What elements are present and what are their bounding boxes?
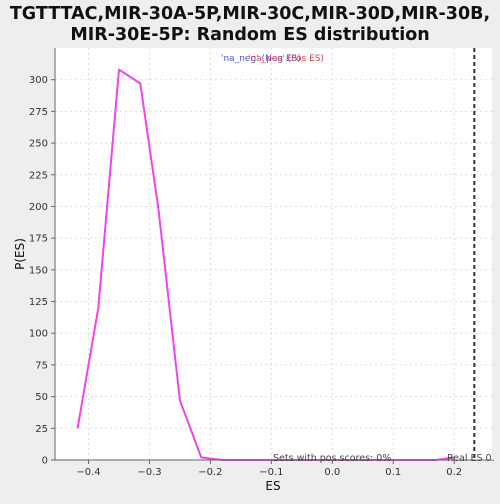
pos-scores-annotation: Sets with pos scores: 0% bbox=[273, 453, 391, 464]
y-tick-label-1: 25 bbox=[35, 424, 48, 435]
chart-title-line-1: TGTTTAC,MIR-30A-5P,MIR-30C,MIR-30D,MIR-3… bbox=[10, 4, 490, 24]
x-axis-label: ES bbox=[265, 479, 280, 493]
x-tick-label-3: −0.1 bbox=[259, 467, 283, 478]
y-tick-label-10: 250 bbox=[29, 139, 48, 150]
legend-entry-neg: 'na_neg' (Neg ES) bbox=[221, 54, 301, 64]
y-axis-label: P(ES) bbox=[13, 238, 27, 270]
ticks-layer: 0 25 50 75 100 125 150 175 200 225 250 275 300 −0.4 −0… bbox=[29, 75, 462, 478]
y-tick-label-6: 150 bbox=[29, 265, 48, 276]
x-tick-label-5: 0.1 bbox=[385, 467, 401, 478]
real-es-label: Real ES 0. bbox=[447, 453, 495, 464]
axes-layer bbox=[54, 48, 492, 461]
y-tick-label-9: 225 bbox=[29, 170, 48, 181]
y-tick-label-12: 300 bbox=[29, 75, 48, 86]
y-tick-label-11: 275 bbox=[29, 107, 48, 118]
y-tick-label-8: 200 bbox=[29, 202, 48, 213]
legend-entry-pos: 'na_pos' (Pos ES) bbox=[248, 54, 324, 64]
y-tick-label-0: 0 bbox=[42, 456, 48, 467]
x-tick-label-4: 0.0 bbox=[324, 467, 340, 478]
y-tick-label-7: 175 bbox=[29, 234, 48, 245]
chart-title-line-2: MIR-30E-5P: Random ES distribution bbox=[70, 25, 429, 45]
y-tick-label-2: 50 bbox=[35, 392, 48, 403]
y-tick-label-5: 125 bbox=[29, 297, 48, 308]
grid-layer bbox=[55, 48, 492, 460]
x-tick-label-0: −0.4 bbox=[76, 467, 100, 478]
x-tick-label-1: −0.3 bbox=[137, 467, 161, 478]
y-tick-label-4: 100 bbox=[29, 329, 48, 340]
x-tick-label-6: 0.2 bbox=[446, 467, 462, 478]
y-tick-label-3: 75 bbox=[35, 360, 48, 371]
plot-area bbox=[55, 48, 492, 460]
x-tick-label-2: −0.2 bbox=[198, 467, 222, 478]
